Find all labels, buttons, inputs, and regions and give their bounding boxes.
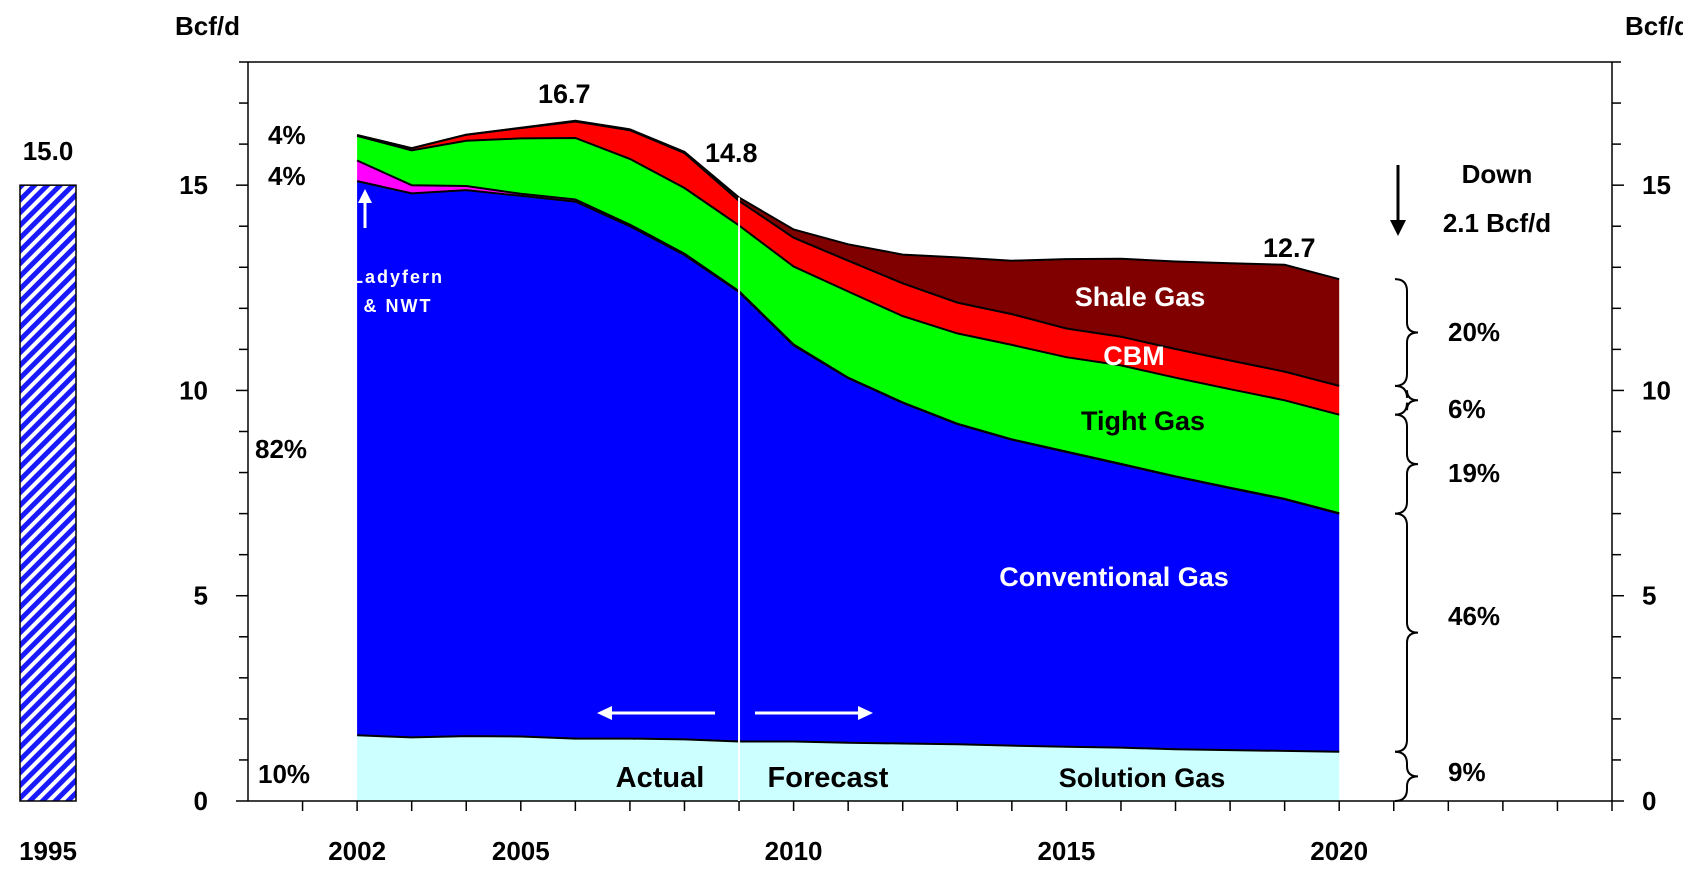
share-cbm-label: 6% (1448, 394, 1486, 424)
pct-2002-conventional: 82% (255, 434, 307, 464)
y-tick-label-left: 10 (179, 375, 208, 405)
value-2020-label: 12.7 (1263, 233, 1316, 263)
down-label-line1: Down (1462, 159, 1533, 189)
right-axis-unit: Bcf/d (1625, 11, 1683, 41)
reference-bar-1995 (19, 184, 77, 802)
share-tight-label: 19% (1448, 458, 1500, 488)
series-label-tight-gas: Tight Gas (1081, 406, 1205, 436)
ladyfern-label-line2: & NWT (364, 296, 433, 316)
brace-solution (1394, 750, 1419, 802)
reference-bar-value: 15.0 (23, 136, 74, 166)
series-boundaries (356, 119, 1340, 753)
area-tight-gas (357, 135, 1340, 514)
share-solution-label: 9% (1448, 757, 1486, 787)
boundary-line-6 (356, 119, 1340, 281)
brace-cbm (1394, 384, 1419, 416)
pct-2002-mid: 4% (268, 161, 306, 191)
reference-bar-label: 1995 (19, 836, 77, 866)
y-tick-label-right: 5 (1642, 581, 1656, 611)
x-tick-label: 2002 (328, 836, 386, 866)
brace-tight (1394, 413, 1419, 515)
brace-conventional (1394, 512, 1419, 753)
y-tick-label-left: 15 (179, 170, 208, 200)
down-arrow (1390, 165, 1406, 236)
share-conventional-label: 46% (1448, 601, 1500, 631)
y-tick-label-right: 0 (1642, 786, 1656, 816)
share-braces (1394, 278, 1419, 802)
brace-shale (1394, 278, 1419, 387)
left-axis-unit: Bcf/d (175, 11, 240, 41)
boundary-line-1 (357, 734, 1340, 753)
ladyfern-label-line1: Ladyfern (352, 267, 444, 287)
ladyfern-arrow (358, 189, 372, 228)
peak-value-label: 16.7 (538, 79, 591, 109)
pct-2002-top: 4% (268, 120, 306, 150)
down-label-line2: 2.1 Bcf/d (1443, 208, 1551, 238)
actual-label: Actual (616, 762, 705, 794)
area-conventional-gas (357, 181, 1340, 752)
forecast-arrow (755, 706, 873, 720)
y-tick-label-left: 5 (194, 581, 208, 611)
axes: 0 0 5 5 10 10 15 15 2002 2005 2010 2015 2020 (179, 61, 1671, 866)
value-2009-label: 14.8 (705, 138, 758, 168)
actual-arrow (597, 706, 715, 720)
series-label-shale-gas: Shale Gas (1075, 282, 1206, 312)
x-tick-label: 2005 (492, 836, 550, 866)
boundary-line-4 (356, 134, 1340, 416)
x-tick-label: 2010 (765, 836, 823, 866)
share-shale-label: 20% (1448, 317, 1500, 347)
area-shale-gas (357, 120, 1340, 386)
boundary-line-3 (356, 159, 1340, 515)
y-tick-label-left: 0 (194, 786, 208, 816)
stacked-areas (357, 120, 1340, 801)
area-cbm (357, 121, 1340, 415)
series-label-cbm: CBM (1103, 341, 1165, 371)
series-label-solution-gas: Solution Gas (1059, 763, 1226, 793)
forecast-label: Forecast (768, 762, 889, 794)
series-label-conventional-gas: Conventional Gas (999, 562, 1229, 592)
y-tick-label-right: 10 (1642, 375, 1671, 405)
area-solution-gas (357, 735, 1340, 801)
y-tick-label-right: 15 (1642, 170, 1671, 200)
x-tick-label: 2015 (1037, 836, 1095, 866)
pct-2002-solution: 10% (258, 759, 310, 789)
x-tick-label: 2020 (1310, 836, 1368, 866)
